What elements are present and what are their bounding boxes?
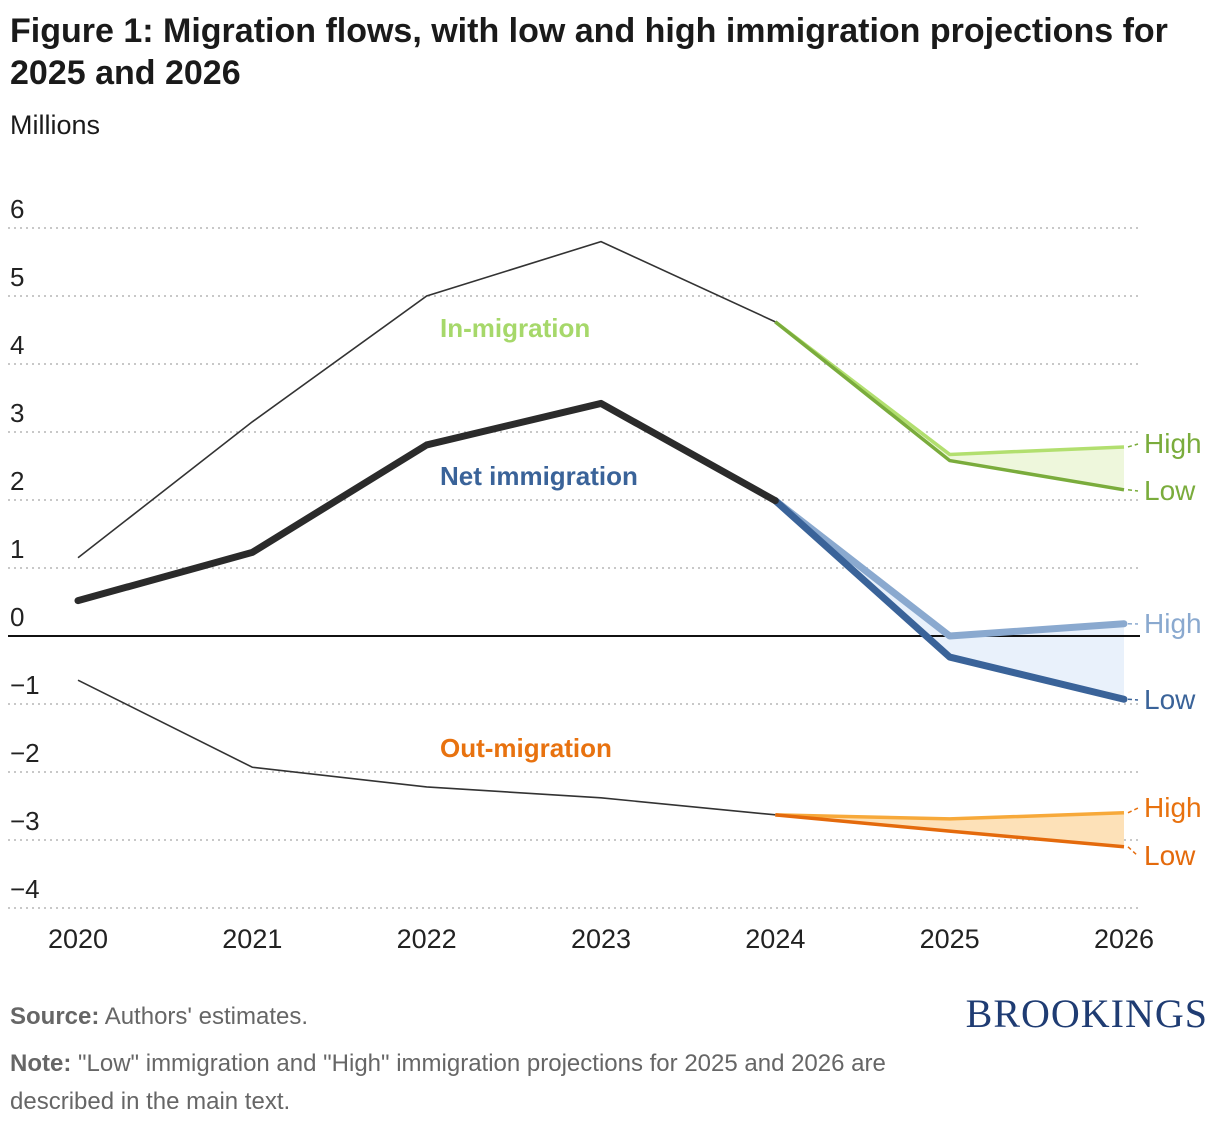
net-immigration-line bbox=[74, 399, 779, 605]
net-immigration-high-line bbox=[771, 497, 1128, 640]
net-immigration-low-leader bbox=[1127, 698, 1139, 701]
x-tick-label: 2023 bbox=[571, 924, 631, 954]
out-migration-line bbox=[77, 679, 776, 816]
y-tick-label: −2 bbox=[10, 738, 40, 768]
in-migration-low-leader bbox=[1127, 489, 1139, 492]
y-tick-label: 2 bbox=[10, 466, 24, 496]
net-immigration-low-line bbox=[771, 497, 1128, 703]
out-migration-label: Out-migration bbox=[440, 733, 612, 763]
net-immigration-low-label: Low bbox=[1144, 684, 1196, 715]
out-migration-high-line bbox=[775, 811, 1125, 821]
source-label: Source: bbox=[10, 1003, 100, 1030]
note-label: Note: bbox=[10, 1050, 72, 1077]
net-immigration-projection-band bbox=[775, 500, 1124, 700]
out-migration-low-leader bbox=[1127, 846, 1139, 857]
y-tick-label: 0 bbox=[10, 602, 24, 632]
in-migration-label: In-migration bbox=[440, 313, 590, 343]
in-migration-low-line bbox=[774, 320, 1125, 492]
units-label: Millions bbox=[10, 110, 101, 140]
net-immigration-high-label: High bbox=[1144, 608, 1202, 639]
y-tick-label: −3 bbox=[10, 806, 40, 836]
in-migration-line bbox=[77, 240, 776, 559]
x-tick-label: 2021 bbox=[222, 924, 282, 954]
note-text: "Low" immigration and "High" immigration… bbox=[10, 1050, 886, 1115]
y-tick-label: −1 bbox=[10, 670, 40, 700]
y-tick-label: −4 bbox=[10, 874, 40, 904]
footnote: Note: "Low" immigration and "High" immig… bbox=[10, 1045, 890, 1121]
source-text: Authors' estimates. bbox=[104, 1003, 309, 1030]
in-migration-projection-band bbox=[775, 321, 1124, 490]
y-tick-label: 1 bbox=[10, 534, 24, 564]
x-tick-label: 2026 bbox=[1094, 924, 1154, 954]
in-migration-low-label: Low bbox=[1144, 475, 1196, 506]
in-migration-high-leader bbox=[1127, 443, 1139, 448]
brookings-logo: BROOKINGS bbox=[965, 991, 1208, 1036]
y-tick-label: 4 bbox=[10, 330, 24, 360]
out-migration-low-label: Low bbox=[1144, 840, 1196, 871]
chart-title: Figure 1: Migration flows, with low and … bbox=[10, 12, 1168, 92]
x-tick-label: 2024 bbox=[745, 924, 805, 954]
out-migration-high-label: High bbox=[1144, 792, 1202, 823]
out-migration-high-leader bbox=[1127, 807, 1139, 814]
x-tick-label: 2022 bbox=[397, 924, 457, 954]
net-immigration-label: Net immigration bbox=[440, 461, 638, 491]
x-tick-label: 2020 bbox=[48, 924, 108, 954]
line-chart: 6 5 4 3 2 1 0 −1 −2 −3 −4 2020 2021 2022 2023 2024 2025 2… bbox=[8, 194, 1202, 954]
out-migration-low-line bbox=[775, 813, 1125, 849]
x-tick-label: 2025 bbox=[920, 924, 980, 954]
in-migration-high-label: High bbox=[1144, 428, 1202, 459]
y-tick-label: 5 bbox=[10, 262, 24, 292]
y-tick-label: 3 bbox=[10, 398, 24, 428]
source-note: Source: Authors' estimates. bbox=[10, 998, 308, 1036]
y-tick-label: 6 bbox=[10, 194, 24, 224]
in-migration-high-line bbox=[774, 320, 1125, 457]
